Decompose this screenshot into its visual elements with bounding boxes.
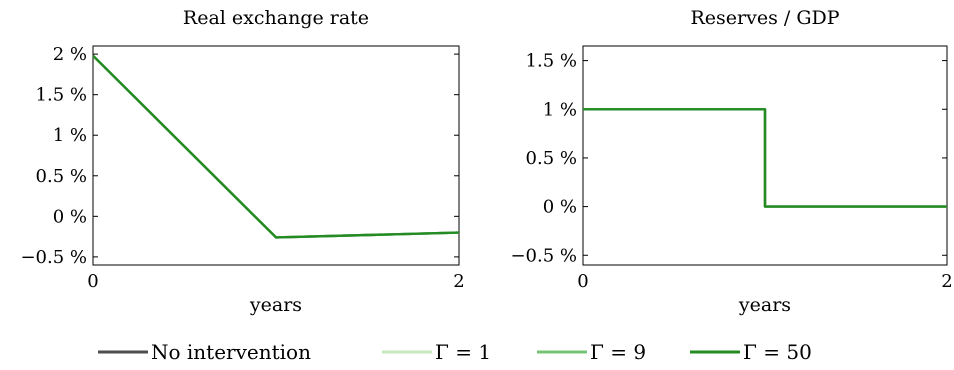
y-tick-label: −0.5 % <box>510 245 577 266</box>
y-tick-label: 0 % <box>543 197 577 218</box>
chart-title: Real exchange rate <box>183 7 369 29</box>
y-tick-label: 1.5 % <box>36 85 87 106</box>
x-tick-label: 2 <box>453 271 464 292</box>
y-tick-label: 1.5 % <box>526 51 577 72</box>
y-tick-label: −0.5 % <box>20 247 87 268</box>
reserves-gdp-panel: Reserves / GDP years 1.5 % 1 % 0.5 % 0 % −0.… <box>510 7 952 316</box>
legend-label: Γ = 50 <box>743 340 812 364</box>
legend-label: Γ = 9 <box>590 340 646 364</box>
legend-label: Γ = 1 <box>435 340 491 364</box>
x-tick-label: 0 <box>87 271 98 292</box>
series-line <box>92 54 460 239</box>
real-exchange-rate-panel: Real exchange rate years 2 % 1.5 % 1 % 0.5 … <box>20 7 464 316</box>
series-line <box>92 54 460 239</box>
chart-title: Reserves / GDP <box>690 7 839 29</box>
y-tick-label: 1 % <box>53 125 87 146</box>
series-line <box>92 54 460 239</box>
y-tick-label: 1 % <box>543 99 577 120</box>
x-axis-label: years <box>738 294 791 316</box>
plot-frame <box>582 45 948 266</box>
legend: No intervention Γ = 1 Γ = 9 Γ = 50 <box>98 340 812 364</box>
x-tick-label: 0 <box>577 271 588 292</box>
y-tick-label: 0.5 % <box>36 166 87 187</box>
x-tick-label: 2 <box>941 271 952 292</box>
series-line <box>583 108 947 208</box>
y-tick-label: 2 % <box>53 44 87 65</box>
y-tick-label: 0.5 % <box>526 148 577 169</box>
series-line <box>92 54 460 239</box>
x-axis-label: years <box>249 294 302 316</box>
plot-frame <box>92 45 460 266</box>
legend-label: No intervention <box>151 340 311 364</box>
y-tick-label: 0 % <box>53 206 87 227</box>
